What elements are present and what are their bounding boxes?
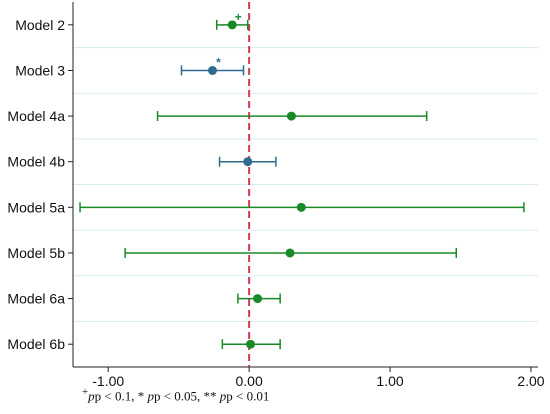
footnote-plus: +	[82, 386, 89, 398]
significance-mark: *	[216, 55, 221, 69]
category-label: Model 5b	[7, 245, 65, 261]
footnote-p1: p	[88, 388, 95, 404]
x-tick-label: 2.00	[517, 373, 544, 389]
category-label: Model 4b	[7, 154, 65, 170]
category-labels: Model 2 Model 3 Model 4a Model 4b Model 5a Mo…	[7, 17, 65, 352]
footnote-text1: p < 0.1, *	[94, 388, 148, 404]
axes: -1.00 0.00 1.00 2.00	[68, 2, 545, 389]
point-estimate	[286, 111, 296, 121]
estimates-series: +*	[79, 10, 525, 350]
category-label: Model 3	[15, 62, 65, 78]
footnote-p2: p	[147, 388, 154, 404]
category-label: Model 2	[15, 17, 65, 33]
footnote-text2: p < 0.05, **	[153, 388, 220, 404]
point-estimate	[285, 248, 295, 258]
footnote-p3: p	[219, 388, 227, 404]
point-estimate	[243, 157, 253, 167]
x-tick-label: 1.00	[376, 373, 403, 389]
significance-mark: +	[235, 10, 242, 24]
significance-footnote: +pp < 0.1, * pp < 0.05, ** pp < 0.01	[82, 386, 269, 404]
category-label: Model 6b	[7, 336, 65, 352]
footnote-text3: p < 0.01	[226, 388, 270, 404]
category-label: Model 4a	[7, 108, 65, 124]
x-tick-label: 0.00	[236, 373, 263, 389]
category-label: Model 6a	[7, 291, 65, 307]
grid-lines	[73, 47, 538, 322]
point-estimate	[246, 339, 256, 349]
category-label: Model 5a	[7, 199, 65, 215]
point-estimate	[253, 294, 263, 304]
point-estimate	[208, 65, 217, 75]
x-tick-label: -1.00	[92, 373, 124, 389]
point-estimate	[296, 202, 306, 212]
point-estimate	[227, 20, 237, 30]
